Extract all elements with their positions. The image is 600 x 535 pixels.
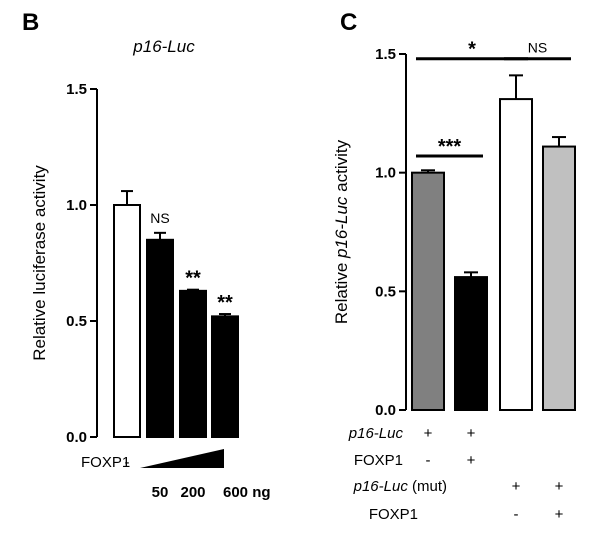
- panel-b-significance-label: NS: [150, 210, 169, 226]
- panel-b-y-tick-label: 0.0: [66, 429, 87, 446]
- panel-b-title: p16-Luc: [132, 37, 195, 56]
- panel-b-bar: [113, 204, 141, 438]
- panel-c-table-mark: -: [426, 452, 431, 469]
- panel-b-bar: [179, 289, 207, 438]
- panel-c-table-mark: +: [424, 425, 433, 442]
- panel-b-letter: B: [22, 9, 39, 36]
- panel-c-table-mark: +: [555, 478, 564, 495]
- panel-b-dose-label: 600 ng: [223, 484, 271, 501]
- panel-c-table-mark: +: [467, 425, 476, 442]
- panel-b-dose-label: -: [125, 454, 130, 471]
- panel-b-dose-label: 200: [180, 484, 205, 501]
- panel-c-significance-label: ***: [438, 136, 462, 158]
- panel-c-bar: [542, 145, 576, 411]
- panel-c-letter: C: [340, 9, 357, 36]
- panel-c-table-mark: -: [514, 506, 519, 523]
- panel-b-treatment-label: FOXP1: [81, 454, 130, 471]
- panel-b-y-tick-label: 1.5: [66, 81, 87, 98]
- panel-c-bar: [411, 171, 445, 411]
- panel-c-table-mark: +: [467, 452, 476, 469]
- panel-b-significance-label: **: [185, 268, 201, 290]
- panel-b-y-axis-label: Relative luciferase activity: [30, 165, 49, 361]
- panel-c-table-row-label: p16-Luc: [348, 425, 404, 442]
- panel-c-y-axis-label: Relative p16-Luc activity: [332, 139, 351, 324]
- panel-b-significance-label: **: [217, 292, 233, 314]
- panel-c-table-row-label: FOXP1: [354, 452, 403, 469]
- panel-c-significance-label: NS: [528, 40, 547, 56]
- panel-b-y-tick-label: 1.0: [66, 197, 87, 214]
- panel-c-table-mark: +: [555, 506, 564, 523]
- panel-c-table-row-label: FOXP1: [369, 506, 418, 523]
- panel-b-bar: [146, 238, 174, 438]
- panel-b-bar: [211, 315, 239, 438]
- panel-c-y-tick-label: 0.5: [375, 283, 396, 300]
- panel-b-dose-wedge: [140, 449, 224, 468]
- panel-c-bar: [454, 276, 488, 411]
- panel-b-dose-label: 50: [152, 484, 169, 501]
- panel-c-significance-label: *: [468, 39, 476, 61]
- panel-c-table-mark: +: [512, 478, 521, 495]
- panel-c-table-row-label: p16-Luc (mut): [353, 478, 447, 495]
- panel-c-y-tick-label: 0.0: [375, 402, 396, 419]
- panel-c-bar: [499, 98, 533, 412]
- panel-c-y-tick-label: 1.5: [375, 46, 396, 63]
- panel-b-y-tick-label: 0.5: [66, 313, 87, 330]
- panel-c-y-tick-label: 1.0: [375, 165, 396, 182]
